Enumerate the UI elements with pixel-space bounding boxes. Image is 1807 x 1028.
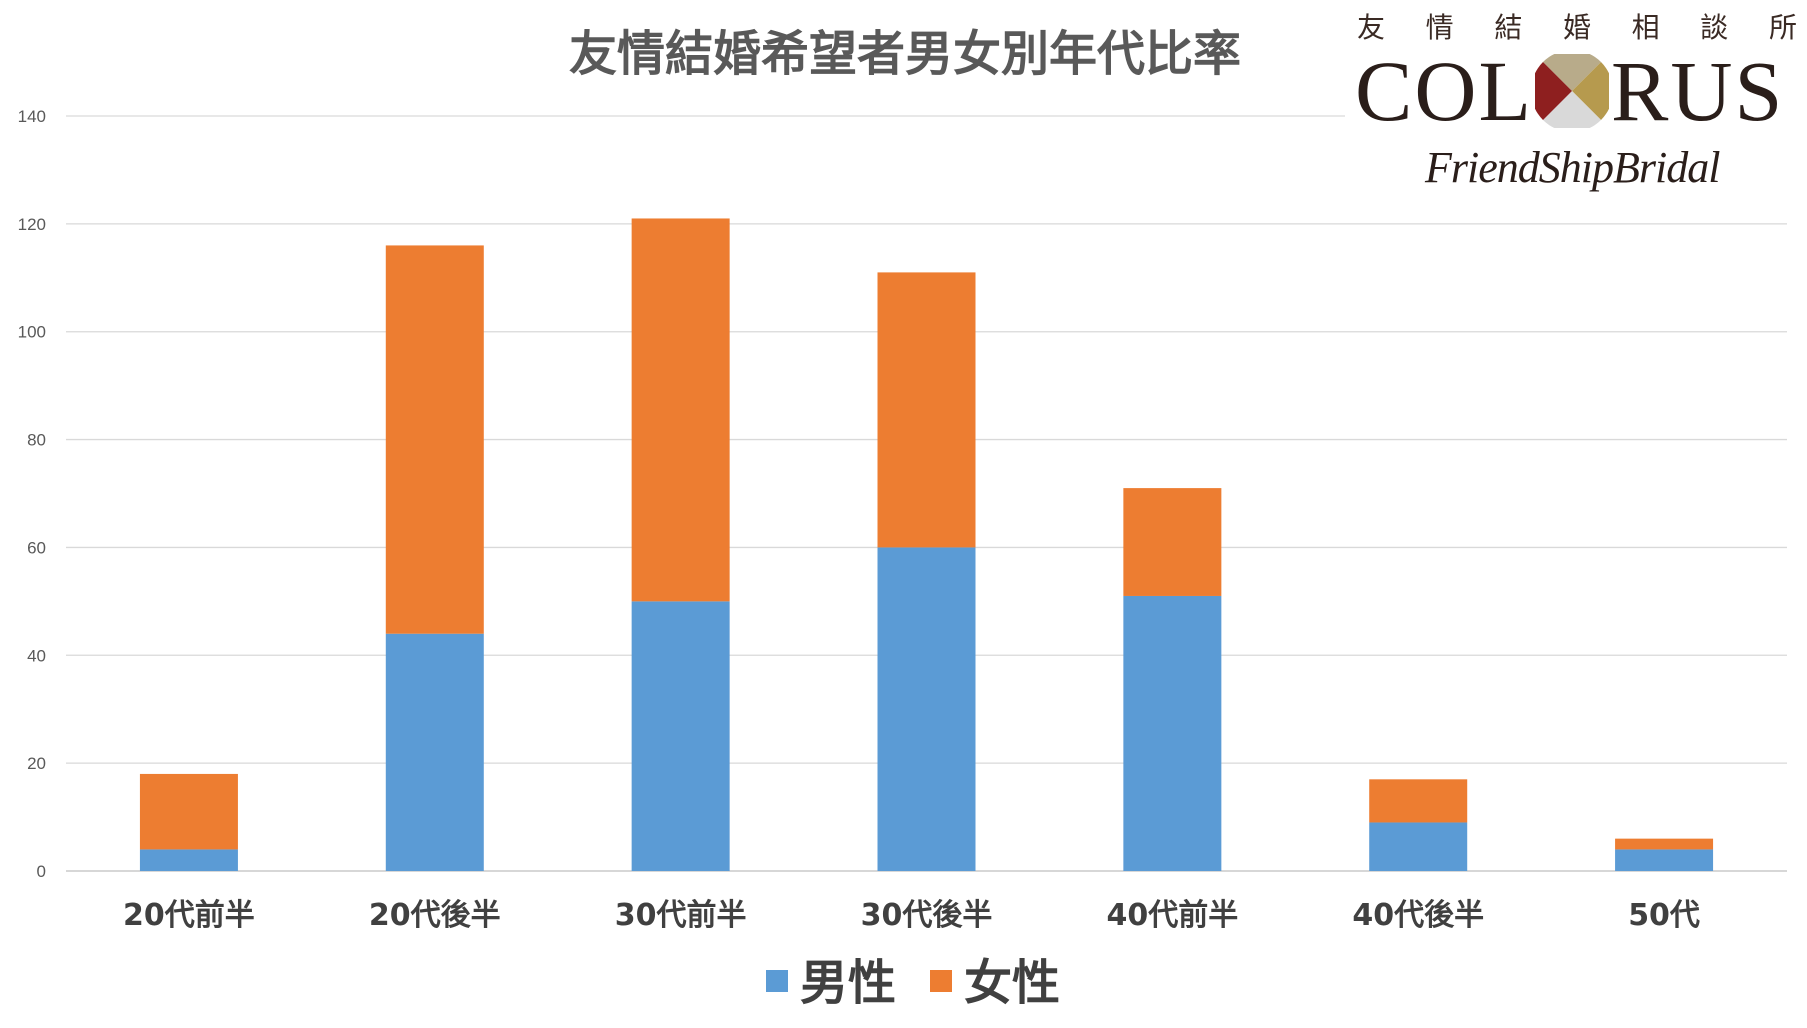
x-axis-labels: 20代前半 20代後半 30代前半 30代後半 40代前半 40代後半 50代 bbox=[123, 898, 1700, 933]
y-tick-label: 60 bbox=[27, 538, 46, 557]
bar-male bbox=[385, 633, 484, 871]
x-tick-label: 50代 bbox=[1628, 898, 1700, 933]
logo-subtitle-char: 情 bbox=[1425, 11, 1454, 44]
logo-subtitle-char: 談 bbox=[1700, 11, 1729, 44]
legend-item: 男性 bbox=[766, 955, 896, 1011]
logo-subtitle: 友情結婚相談所 bbox=[1357, 6, 1797, 46]
x-tick-label: 30代後半 bbox=[861, 898, 993, 933]
legend-label: 男性 bbox=[800, 955, 896, 1011]
bar-female bbox=[1123, 488, 1222, 596]
bar-male bbox=[1615, 849, 1714, 871]
x-tick-label: 40代後半 bbox=[1352, 898, 1484, 933]
logo-subtitle-char: 友 bbox=[1357, 11, 1386, 44]
logo-name-left: COL bbox=[1355, 43, 1533, 139]
legend-swatch bbox=[766, 970, 788, 992]
bar-female bbox=[139, 773, 238, 850]
bar-female bbox=[1369, 779, 1468, 823]
x-tick-label: 30代前半 bbox=[615, 898, 747, 933]
bar-male bbox=[139, 849, 238, 871]
bars bbox=[139, 218, 1714, 871]
logo-mark-icon bbox=[1535, 54, 1609, 128]
legend-swatch bbox=[930, 970, 952, 992]
y-tick-label: 20 bbox=[27, 754, 46, 773]
y-tick-label: 140 bbox=[18, 107, 46, 126]
legend-item: 女性 bbox=[930, 955, 1060, 1011]
bar-male bbox=[877, 547, 976, 871]
logo-name-right: RUS bbox=[1611, 43, 1785, 139]
bar-female bbox=[877, 272, 976, 548]
legend-label: 女性 bbox=[964, 955, 1060, 1011]
y-tick-label: 120 bbox=[18, 215, 46, 234]
logo-subtitle-char: 結 bbox=[1494, 11, 1523, 44]
logo-subtitle-char: 相 bbox=[1631, 11, 1660, 44]
bar-male bbox=[631, 601, 730, 871]
x-tick-label: 40代前半 bbox=[1106, 898, 1238, 933]
y-axis-ticks: 0 20 40 60 80 100 120 140 bbox=[18, 107, 46, 881]
bar-female bbox=[1615, 838, 1714, 850]
bar-female bbox=[385, 245, 484, 634]
x-tick-label: 20代後半 bbox=[369, 898, 501, 933]
legend: 男性 女性 bbox=[766, 955, 1060, 1011]
logo-tagline: FriendShipBridal bbox=[1425, 143, 1720, 192]
chart-title: 友情結婚希望者男女別年代比率 bbox=[569, 26, 1241, 82]
brand-logo: 友 情 結 婚 相 談 所 COL RUS FriendShipBridal bbox=[1345, 0, 1807, 210]
y-tick-label: 0 bbox=[37, 862, 46, 881]
bar-male bbox=[1123, 595, 1222, 871]
y-tick-label: 100 bbox=[18, 323, 46, 342]
logo-wordmark: COL RUS bbox=[1355, 48, 1784, 134]
y-tick-label: 40 bbox=[27, 646, 46, 665]
bar-female bbox=[631, 218, 730, 602]
logo-subtitle-char: 所 bbox=[1768, 11, 1797, 44]
x-tick-label: 20代前半 bbox=[123, 898, 255, 933]
logo-subtitle-char: 婚 bbox=[1562, 11, 1591, 44]
y-tick-label: 80 bbox=[27, 431, 46, 450]
bar-male bbox=[1369, 822, 1468, 871]
